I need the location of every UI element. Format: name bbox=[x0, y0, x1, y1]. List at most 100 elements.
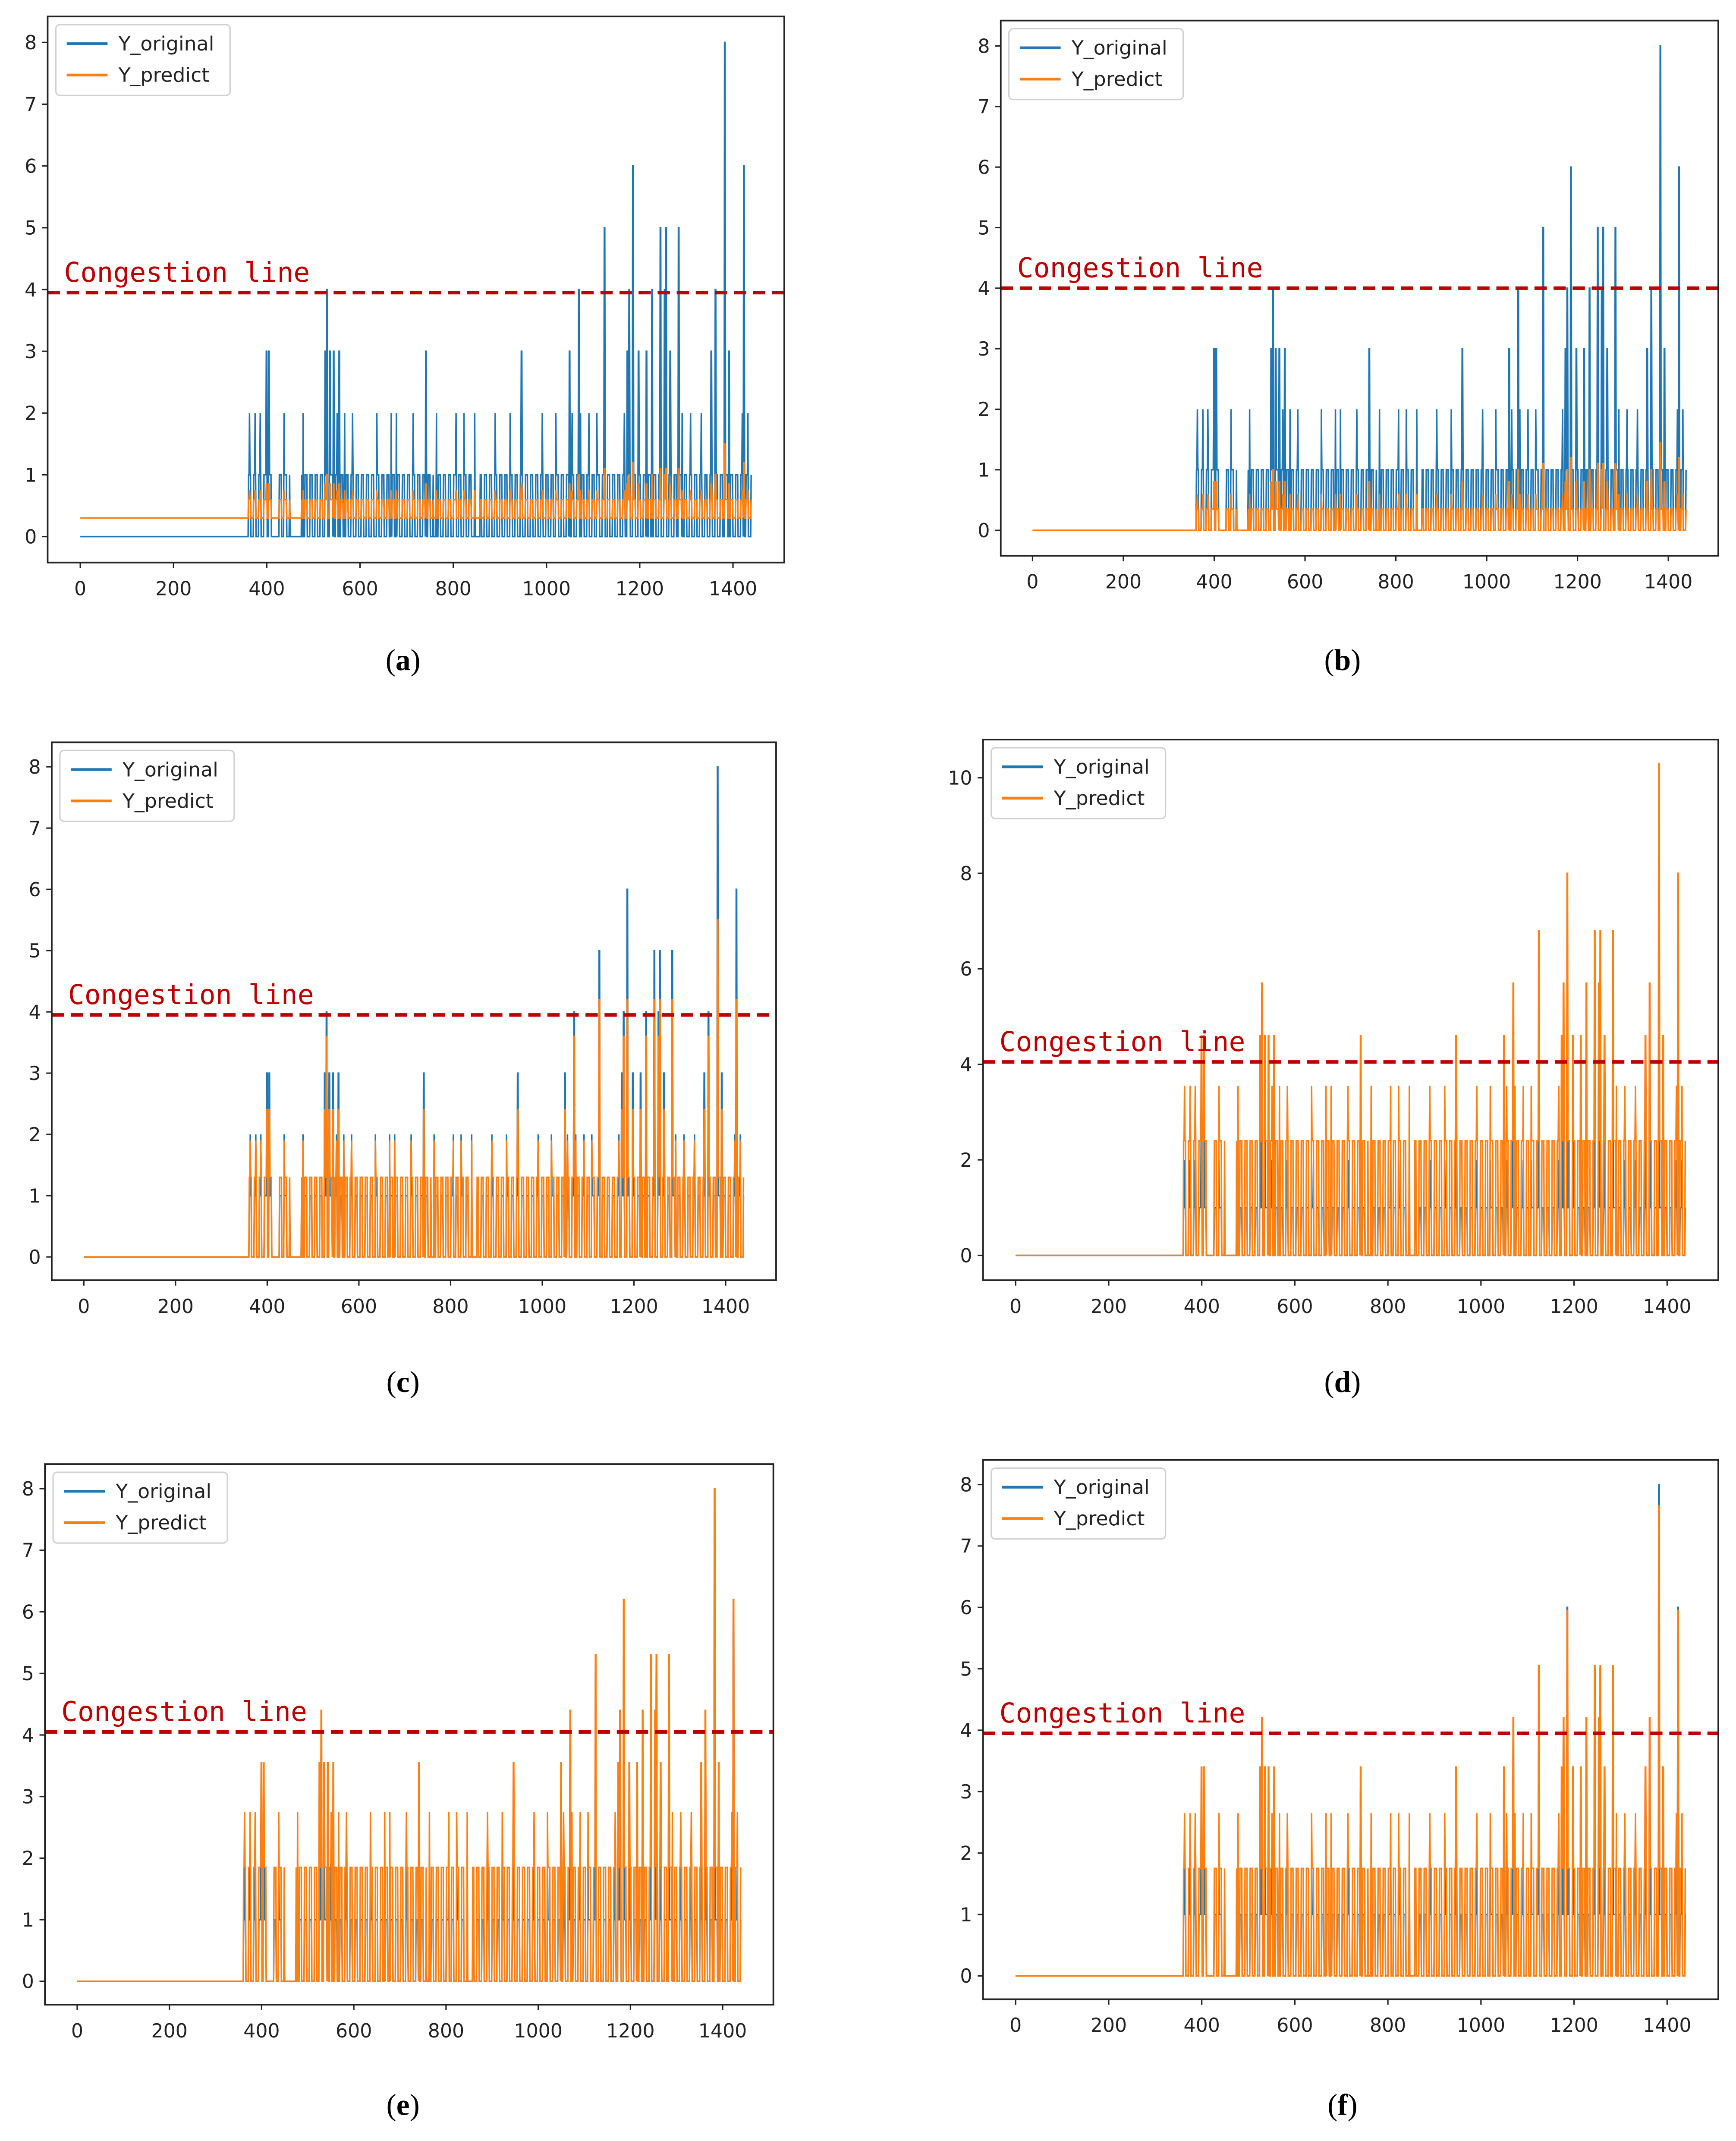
y-tick-label: 8 bbox=[978, 35, 990, 57]
caption-letter: e bbox=[396, 2089, 410, 2122]
legend-label: Y_original bbox=[1054, 756, 1150, 778]
chart-panel-f: Congestion line 0 200 400 600 800 1000 1200 1400… bbox=[960, 1459, 1719, 2122]
x-tick-label: 0 bbox=[74, 578, 86, 600]
y-tick-label: 1 bbox=[960, 1904, 972, 1926]
x-tick-label: 800 bbox=[1377, 571, 1414, 593]
y-tick-label: 6 bbox=[22, 1601, 34, 1623]
legend: Y_original Y_predict bbox=[991, 747, 1167, 819]
legend-label: Y_predict bbox=[118, 64, 210, 87]
y-tick-label: 3 bbox=[22, 1786, 34, 1808]
x-tick-label: 1000 bbox=[1457, 1296, 1505, 1318]
legend-label: Y_predict bbox=[122, 790, 214, 812]
y-tick-label: 3 bbox=[25, 341, 37, 363]
x-tick-label: 800 bbox=[1370, 2015, 1406, 2037]
y-tick-label: 0 bbox=[29, 1247, 41, 1269]
x-tick-label: 400 bbox=[1196, 571, 1232, 593]
x-tick-label: 200 bbox=[1091, 2015, 1127, 2037]
plot-area bbox=[80, 41, 752, 538]
y-tick-label: 2 bbox=[29, 1124, 41, 1146]
x-tick-label: 600 bbox=[1277, 1296, 1313, 1318]
congestion-label: Congestion line bbox=[61, 1696, 307, 1728]
y-tick-label: 5 bbox=[960, 1658, 972, 1680]
caption-letter: c bbox=[396, 1366, 410, 1399]
x-tick-label: 600 bbox=[341, 1296, 377, 1318]
x-tick-label: 200 bbox=[155, 578, 192, 600]
series-y-predict bbox=[1016, 762, 1686, 1256]
x-tick-label: 0 bbox=[1010, 2015, 1022, 2037]
series-y-original bbox=[80, 41, 752, 538]
x-tick-label: 600 bbox=[1287, 571, 1323, 593]
x-tick-label: 1400 bbox=[701, 1296, 750, 1318]
x-tick-label: 1200 bbox=[1550, 2015, 1598, 2037]
legend: Y_original Y_predict bbox=[991, 1467, 1167, 1540]
x-tick-label: 600 bbox=[342, 578, 378, 600]
y-tick-label: 7 bbox=[25, 94, 37, 116]
x-tick-label: 1000 bbox=[1462, 571, 1511, 593]
y-tick-label: 2 bbox=[960, 1842, 972, 1864]
caption-letter: b bbox=[1334, 644, 1351, 677]
chart-panel-c: Congestion line 0 200 400 600 800 1000 1200 1400… bbox=[29, 741, 777, 1399]
y-tick-label: 0 bbox=[960, 1965, 972, 1987]
y-tick-label: 2 bbox=[978, 399, 990, 421]
chart-panel-b: Congestion line 0 200 400 600 800 1000 1200 1400… bbox=[978, 19, 1719, 677]
x-tick-label: 1000 bbox=[518, 1296, 566, 1318]
y-tick-label: 2 bbox=[25, 403, 37, 425]
caption-letter: a bbox=[396, 644, 411, 677]
y-tick-label: 1 bbox=[25, 464, 37, 486]
x-tick-label: 0 bbox=[1026, 571, 1038, 593]
y-tick-label: 8 bbox=[960, 1474, 972, 1496]
x-tick-label: 1000 bbox=[1457, 2015, 1505, 2037]
x-tick-label: 800 bbox=[1370, 1296, 1406, 1318]
x-tick-label: 1400 bbox=[698, 2020, 747, 2042]
legend-label: Y_predict bbox=[1054, 1507, 1145, 1530]
panel-caption: (d) bbox=[1324, 1366, 1361, 1399]
x-tick-label: 1000 bbox=[514, 2020, 562, 2042]
series-y-original bbox=[1032, 45, 1687, 531]
y-tick-label: 3 bbox=[978, 338, 990, 360]
y-tick-label: 7 bbox=[29, 818, 41, 840]
plot-area bbox=[77, 1488, 742, 1982]
chart-panel-a: Congestion line 0 200 400 600 800 1000 1200 1400… bbox=[25, 16, 785, 677]
axes-frame bbox=[982, 739, 1719, 1281]
plot-area bbox=[1032, 45, 1687, 531]
y-tick-label: 3 bbox=[960, 1781, 972, 1803]
panel-caption: (c) bbox=[387, 1366, 420, 1399]
x-tick-label: 1400 bbox=[1644, 571, 1692, 593]
legend-label: Y_original bbox=[122, 758, 218, 781]
plot-area bbox=[84, 766, 745, 1258]
series-y-predict bbox=[1032, 441, 1687, 531]
y-tick-label: 6 bbox=[960, 958, 972, 980]
legend: Y_original Y_predict bbox=[55, 24, 231, 96]
plot-area bbox=[1016, 1483, 1686, 1977]
y-tick-label: 8 bbox=[22, 1478, 34, 1500]
panel-caption: (e) bbox=[387, 2089, 420, 2122]
congestion-label: Congestion line bbox=[64, 256, 310, 288]
caption-letter: d bbox=[1334, 1366, 1351, 1399]
x-tick-label: 1200 bbox=[1553, 571, 1601, 593]
x-tick-label: 1000 bbox=[522, 578, 571, 600]
legend: Y_original Y_predict bbox=[1008, 28, 1184, 101]
plot-area bbox=[1016, 762, 1686, 1256]
legend-label: Y_predict bbox=[1071, 68, 1163, 91]
series-y-predict bbox=[77, 1488, 742, 1982]
legend-label: Y_original bbox=[115, 1480, 211, 1503]
y-tick-label: 4 bbox=[978, 278, 990, 300]
y-tick-label: 0 bbox=[978, 520, 990, 542]
x-tick-label: 400 bbox=[248, 578, 285, 600]
x-tick-label: 800 bbox=[435, 578, 471, 600]
y-tick-label: 10 bbox=[948, 767, 972, 789]
chart-panel-e: Congestion line 0 200 400 600 800 1000 1200 1400… bbox=[22, 1463, 774, 2122]
series-y-predict bbox=[80, 443, 752, 519]
y-tick-label: 3 bbox=[29, 1063, 41, 1085]
y-tick-label: 6 bbox=[29, 879, 41, 901]
x-tick-label: 600 bbox=[1277, 2015, 1313, 2037]
y-tick-label: 4 bbox=[22, 1725, 34, 1747]
y-tick-label: 7 bbox=[22, 1540, 34, 1562]
x-tick-label: 200 bbox=[1105, 571, 1142, 593]
x-tick-label: 0 bbox=[1010, 1296, 1022, 1318]
y-tick-label: 0 bbox=[25, 526, 37, 548]
y-tick-label: 7 bbox=[960, 1536, 972, 1558]
y-tick-label: 8 bbox=[29, 756, 41, 778]
congestion-label: Congestion line bbox=[1000, 1026, 1245, 1058]
